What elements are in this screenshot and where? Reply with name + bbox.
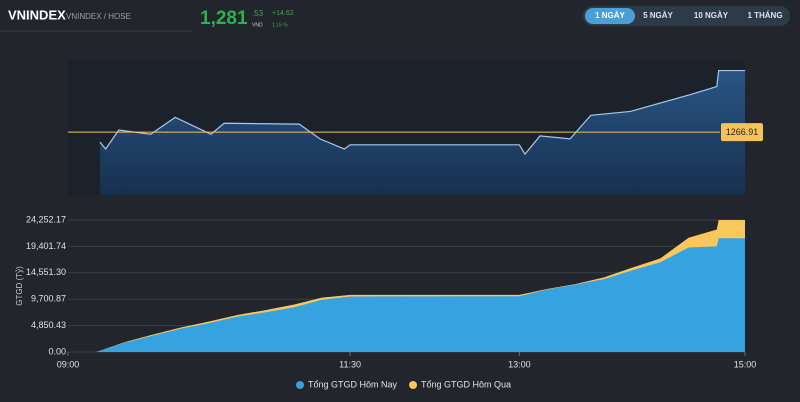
index-line bbox=[99, 69, 745, 156]
legend-label: Tổng GTGD Hôm Nay bbox=[308, 379, 398, 389]
reference-label-box bbox=[721, 123, 763, 142]
x-tick-label: 13:00 bbox=[508, 359, 531, 369]
y-tick-label: 0.00 bbox=[48, 346, 66, 356]
reference-label: 1266.91 bbox=[726, 127, 759, 137]
change: +14.62 bbox=[272, 10, 294, 17]
tab[interactable]: 10 NGÀY bbox=[694, 11, 729, 20]
x-tick-label: 15:00 bbox=[734, 359, 757, 369]
y-tick-label: 4,850.43 bbox=[31, 320, 66, 330]
legend-swatch bbox=[296, 381, 304, 389]
tab[interactable]: 1 THÁNG bbox=[747, 11, 782, 20]
tab[interactable]: 5 NGÀY bbox=[643, 11, 673, 20]
exchange: VNINDEX / HOSE bbox=[66, 12, 131, 21]
y-tick-label: 24,252.17 bbox=[26, 214, 66, 224]
y-tick-label: 14,551.30 bbox=[26, 267, 66, 277]
change-pct: 1.15 % bbox=[272, 22, 288, 28]
symbol: VNINDEX bbox=[8, 7, 66, 22]
y-tick-label: 9,700.87 bbox=[31, 294, 66, 304]
area bbox=[96, 238, 746, 352]
line-fill bbox=[99, 70, 746, 195]
tab[interactable]: 1 NGÀY bbox=[595, 11, 625, 20]
x-tick-label: 09:00 bbox=[57, 359, 80, 369]
x-tick-label: 11:30 bbox=[339, 359, 361, 369]
legend-label: Tổng GTGD Hôm Qua bbox=[421, 379, 511, 389]
tab-active bbox=[585, 8, 635, 24]
currency: VND bbox=[252, 22, 263, 28]
price: 1,281 bbox=[200, 8, 248, 29]
price-decimals: .53 bbox=[252, 9, 264, 18]
y-axis-label: GTGD (Tỷ) bbox=[15, 266, 24, 306]
y-tick-label: 19,401.74 bbox=[26, 241, 66, 251]
legend-swatch bbox=[409, 381, 418, 389]
tab-group bbox=[583, 6, 790, 26]
